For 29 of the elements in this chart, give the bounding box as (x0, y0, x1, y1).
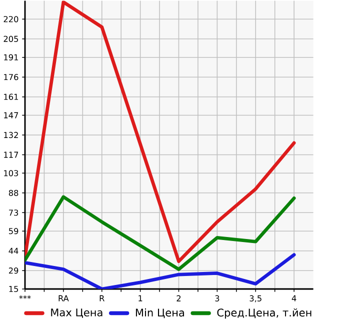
line-series (24, 195, 296, 271)
y-tick-label: 59 (9, 228, 18, 234)
line-series (24, 253, 296, 289)
x-tick-label: R (100, 295, 104, 302)
y-tick-label: 161 (4, 94, 18, 100)
x-tick-label: 1 (138, 295, 142, 302)
y-tick-label: 132 (4, 132, 18, 138)
y-tick-label: 29 (8, 267, 18, 274)
y-tick-label: 117 (4, 152, 18, 158)
legend-label: Min Цена (136, 308, 184, 318)
y-tick-label: 220 (4, 16, 18, 22)
line-series (24, 0, 296, 264)
y-tick-label: 15 (9, 286, 18, 292)
x-tick-label: 3 (215, 295, 220, 302)
legend-label: Max Цена (51, 308, 102, 318)
y-tick-label: 44 (8, 248, 18, 254)
legend-label: Сред.Цена, т.йен (217, 308, 312, 319)
y-tick-label: 103 (4, 170, 18, 176)
x-tick-label: 3,5 (250, 295, 262, 302)
y-tick-label: 88 (8, 190, 18, 196)
x-tick-label: 4 (292, 295, 296, 302)
x-tick-label: *** (19, 295, 31, 299)
y-tick-label: 205 (4, 36, 18, 42)
x-tick-label: RA (58, 295, 69, 302)
y-tick-label: 176 (4, 74, 18, 80)
y-tick-label: 191 (4, 54, 18, 60)
x-tick-label: 2 (176, 295, 181, 302)
y-tick-label: 147 (4, 112, 18, 118)
y-tick-label: 73 (9, 210, 18, 216)
